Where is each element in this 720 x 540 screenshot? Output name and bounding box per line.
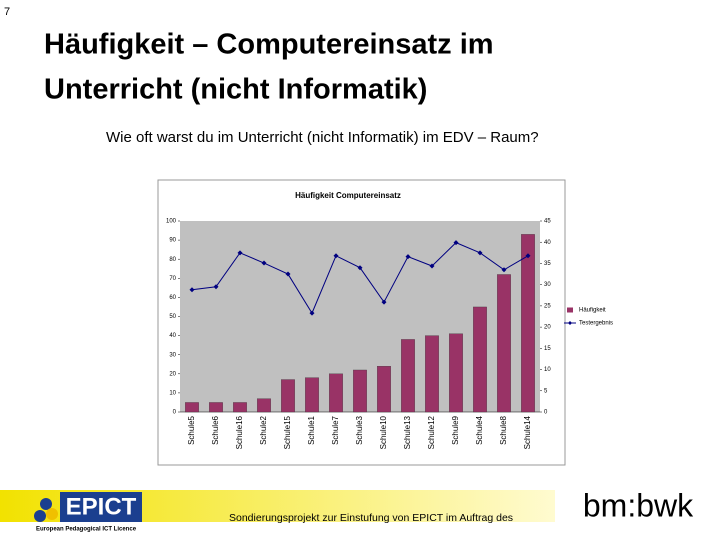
y-tick-label: 60	[169, 295, 176, 301]
line-marker	[189, 287, 195, 293]
legend-label: Testergebnis	[579, 321, 613, 327]
x-tick-label: Schule2	[259, 415, 268, 444]
line-marker	[381, 299, 387, 305]
x-tick-label: Schule8	[499, 415, 508, 444]
x-tick-label: Schule16	[235, 415, 244, 449]
x-tick-label: Schule9	[451, 415, 460, 444]
bar	[329, 373, 343, 413]
bar	[449, 333, 463, 413]
x-tick-label: Schule1	[307, 415, 316, 444]
logo-dot	[34, 510, 46, 522]
bar	[305, 377, 319, 413]
epict-logo: EPICT European Pedagogical ICT Licence	[34, 492, 142, 533]
bar	[281, 379, 295, 413]
line-marker	[525, 253, 531, 259]
line-marker	[285, 271, 291, 277]
bar	[473, 306, 487, 413]
x-tick-label: Schule14	[523, 415, 532, 449]
line-marker	[333, 253, 339, 259]
y2-tick-label: 15	[544, 346, 551, 352]
logo-subtext: European Pedagogical ICT Licence	[36, 527, 137, 533]
y2-tick-label: 30	[544, 282, 551, 288]
page-number: 7	[4, 6, 10, 18]
chart-title: Häufigkeit Computereinsatz	[295, 191, 401, 200]
y-tick-label: 100	[166, 219, 177, 225]
y2-tick-label: 40	[544, 240, 551, 246]
logo-dot	[40, 498, 52, 510]
y-tick-label: 0	[173, 410, 177, 416]
line-marker	[477, 250, 483, 256]
y-tick-label: 30	[169, 352, 176, 358]
x-tick-label: Schule10	[379, 415, 388, 449]
x-tick-label: Schule6	[211, 415, 220, 444]
y2-tick-label: 35	[544, 261, 551, 267]
y-tick-label: 20	[169, 371, 176, 377]
logo-text: EPICT	[66, 493, 137, 520]
bar	[353, 369, 367, 413]
logo-dot	[46, 508, 58, 520]
line-marker	[213, 284, 219, 290]
line-marker	[405, 254, 411, 260]
bar	[233, 402, 247, 413]
y2-tick-label: 10	[544, 367, 551, 373]
y2-tick-label: 45	[544, 219, 551, 225]
y-tick-label: 40	[169, 333, 176, 339]
line-marker	[429, 263, 435, 269]
bar	[377, 366, 391, 413]
bar	[257, 398, 271, 413]
slide-title: Häufigkeit – Computereinsatz im	[44, 29, 494, 61]
question: Wie oft warst du im Unterricht (nicht In…	[106, 129, 539, 146]
y2-tick-label: 5	[544, 388, 548, 394]
y2-tick-label: 25	[544, 303, 551, 309]
y-tick-label: 80	[169, 257, 176, 263]
line-marker	[453, 240, 459, 246]
x-tick-label: Schule15	[283, 415, 292, 449]
legend-label: Häufigkeit	[579, 308, 606, 314]
line-marker	[357, 265, 363, 271]
slide-title: Unterricht (nicht Informatik)	[44, 74, 427, 106]
logo-box	[60, 492, 142, 522]
x-tick-label: Schule12	[427, 415, 436, 449]
x-tick-label: Schule3	[355, 415, 364, 444]
bar	[497, 274, 511, 413]
x-tick-label: Schule4	[475, 415, 484, 444]
footer-text: Sondierungsprojekt zur Einstufung von EP…	[229, 512, 513, 524]
y2-tick-label: 20	[544, 325, 551, 331]
bar	[401, 339, 415, 413]
line-marker	[237, 250, 243, 256]
line-marker	[309, 310, 315, 316]
line-marker	[261, 260, 267, 266]
legend-swatch	[567, 307, 573, 313]
y-tick-label: 50	[169, 314, 176, 320]
ministry-logo: bm:bwk	[583, 487, 694, 523]
bar	[425, 335, 439, 413]
y-tick-label: 70	[169, 276, 176, 282]
line-marker	[501, 267, 507, 273]
bar	[521, 234, 535, 413]
bar	[209, 402, 223, 413]
x-tick-label: Schule5	[187, 415, 196, 444]
y-tick-label: 10	[169, 390, 176, 396]
bar	[185, 402, 199, 413]
y-tick-label: 90	[169, 238, 176, 244]
x-tick-label: Schule13	[403, 415, 412, 449]
x-tick-label: Schule7	[331, 415, 340, 444]
y2-tick-label: 0	[544, 410, 548, 416]
legend-marker	[568, 321, 572, 325]
